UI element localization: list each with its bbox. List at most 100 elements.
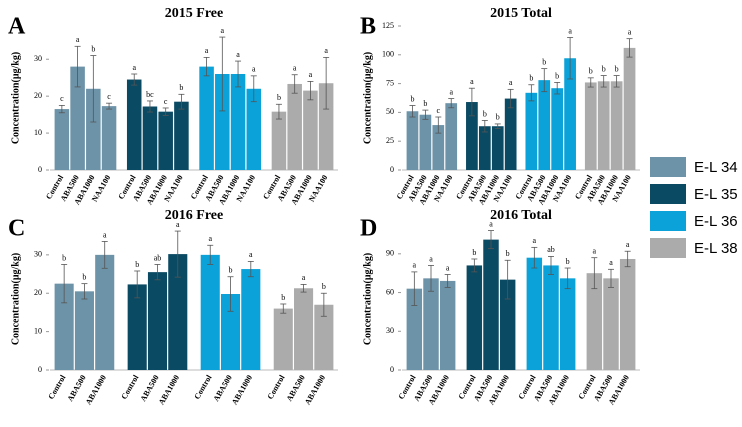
x-tick-label: ABA500	[139, 373, 161, 403]
panel-label: A	[8, 14, 26, 40]
significance-letter: b	[62, 253, 66, 262]
bar	[543, 265, 559, 370]
bar	[142, 106, 158, 170]
legend-label: E-L 36	[694, 213, 738, 230]
bar	[551, 88, 564, 170]
y-tick-label: 0	[390, 365, 394, 374]
significance-letter: b	[91, 44, 95, 53]
bar	[586, 273, 603, 370]
x-tick-label: ABA500	[212, 373, 234, 403]
bar	[406, 111, 419, 170]
bar	[303, 90, 318, 170]
bar	[273, 308, 293, 370]
bar	[564, 58, 576, 171]
y-tick-label: 0	[38, 365, 42, 374]
bar	[610, 81, 623, 170]
bar	[466, 265, 483, 370]
significance-letter: b	[322, 282, 326, 291]
significance-letter: a	[489, 219, 493, 228]
bar	[491, 126, 504, 170]
x-tick-label: ABA500	[66, 373, 88, 403]
y-tick-label: 20	[34, 288, 42, 297]
y-tick-label: 20	[34, 91, 42, 100]
significance-letter: b	[615, 64, 619, 73]
bar	[174, 101, 189, 170]
significance-letter: bc	[146, 90, 154, 99]
significance-letter: a	[249, 250, 253, 259]
significance-letter: a	[324, 46, 328, 55]
bar	[215, 74, 230, 170]
bar	[499, 279, 516, 370]
significance-letter: b	[506, 249, 510, 258]
significance-letter: a	[626, 240, 630, 249]
significance-letter: a	[221, 26, 225, 35]
significance-letter: a	[446, 263, 450, 272]
significance-letter: ab	[547, 245, 555, 254]
y-tick-label: 0	[390, 165, 394, 174]
significance-letter: b	[82, 272, 86, 281]
bar	[504, 98, 517, 170]
significance-letter: b	[566, 257, 570, 266]
bar	[432, 125, 445, 170]
significance-letter: a	[103, 230, 107, 239]
significance-letter: b	[281, 293, 285, 302]
significance-letter: b	[483, 109, 487, 118]
bar	[230, 74, 246, 170]
bar	[70, 66, 85, 170]
legend-label: E-L 34	[694, 159, 738, 176]
bar	[623, 47, 636, 170]
legend-swatch	[650, 184, 686, 204]
bar	[147, 272, 168, 370]
y-tick-label: 50	[386, 107, 394, 116]
chart-title: 2015 Free	[165, 6, 223, 21]
significance-letter: ab	[154, 253, 162, 262]
y-tick-label: 25	[386, 136, 394, 145]
x-tick-label: Control	[192, 373, 213, 401]
bar	[318, 83, 334, 170]
bar	[74, 291, 94, 370]
bar	[158, 111, 173, 170]
chart-title: 2016 Free	[165, 208, 223, 223]
y-axis-label: Concentration(μg/kg)	[10, 52, 21, 144]
significance-letter: a	[309, 70, 313, 79]
bar	[584, 82, 597, 170]
bar	[200, 254, 220, 370]
y-axis-label: Concentration(μg/kg)	[10, 253, 21, 345]
bar	[126, 79, 142, 170]
significance-letter: a	[208, 234, 212, 243]
bar	[95, 254, 115, 370]
bar	[168, 254, 188, 370]
y-tick-label: 90	[386, 249, 394, 258]
significance-letter: c	[107, 92, 111, 101]
significance-letter: c	[60, 94, 64, 103]
significance-letter: a	[533, 236, 537, 245]
significance-letter: a	[449, 87, 453, 96]
bar	[294, 288, 314, 370]
significance-letter: a	[302, 273, 306, 282]
significance-letter: a	[252, 65, 256, 74]
significance-letter: a	[470, 77, 474, 86]
bar	[525, 92, 538, 170]
significance-letter: b	[410, 94, 414, 103]
significance-letter: a	[609, 258, 613, 267]
significance-letter: b	[589, 67, 593, 76]
bar	[406, 288, 423, 370]
y-tick-label: 100	[382, 50, 394, 59]
legend-swatch	[650, 157, 686, 177]
bar	[538, 80, 551, 170]
y-tick-label: 0	[38, 165, 42, 174]
x-tick-label: Control	[119, 373, 140, 401]
y-tick-label: 75	[386, 78, 394, 87]
significance-letter: b	[423, 99, 427, 108]
significance-letter: a	[628, 28, 632, 37]
significance-letter: b	[472, 248, 476, 257]
bar	[597, 81, 610, 170]
significance-letter: a	[76, 35, 80, 44]
significance-letter: a	[429, 254, 433, 263]
x-tick-label: ABA500	[285, 373, 307, 403]
significance-letter: a	[593, 247, 597, 256]
significance-letter: b	[529, 74, 533, 83]
significance-letter: c	[164, 97, 168, 106]
significance-letter: b	[555, 71, 559, 80]
